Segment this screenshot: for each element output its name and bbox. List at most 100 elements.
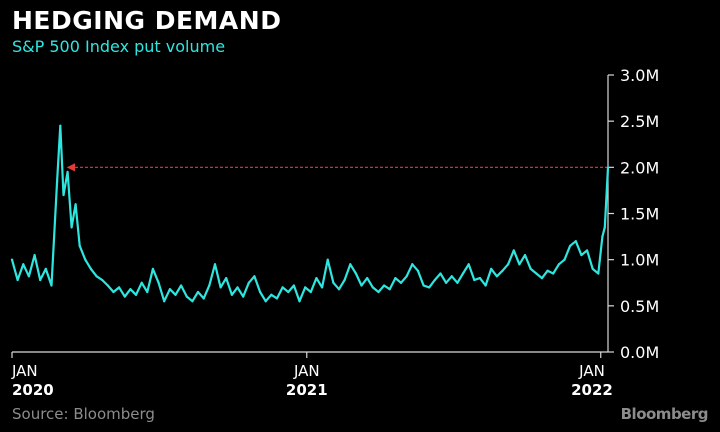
data-point [89,267,93,270]
data-point [44,267,47,270]
data-point [208,284,211,287]
data-point [151,267,155,270]
data-point [456,281,459,284]
y-tick-label: 2.5M [620,112,659,131]
data-point [343,278,346,282]
x-tick-label: JAN [11,362,38,380]
data-point [603,226,606,229]
data-point [597,272,600,275]
data-point [416,269,420,272]
data-point [140,281,143,284]
y-tick-label: 0.0M [620,343,659,362]
data-point [10,258,14,261]
data-point [360,284,363,287]
series-line [10,124,610,303]
data-point [78,244,81,247]
data-point [62,193,65,197]
data-point [270,293,273,296]
data-point [95,275,98,278]
data-point [298,300,301,303]
data-point [490,267,493,270]
y-tick-label: 1.0M [620,251,659,270]
data-point [253,275,256,278]
data-point [405,275,408,278]
series [10,124,610,303]
source-note: Source: Bloomberg [12,405,155,423]
data-point [467,263,470,266]
data-point [591,267,594,270]
data-point [106,284,109,287]
data-point [326,258,329,261]
data-point [309,290,312,294]
data-point [39,278,42,282]
data-point [394,277,397,280]
data-point [225,277,228,280]
data-point [66,170,69,174]
data-point [258,290,262,294]
axes: 0.0M0.5M1.0M1.5M2.0M2.5M3.0MJAN2020JAN20… [11,66,659,399]
data-point [422,284,425,287]
data-point [484,284,487,287]
y-tick-label: 0.5M [620,297,659,316]
data-point [101,278,104,282]
data-point [354,272,358,275]
data-point [123,295,126,298]
data-point [382,284,386,287]
data-point [557,263,560,266]
data-point [552,272,555,275]
data-point [450,275,453,278]
data-point [320,286,324,289]
data-point [180,284,183,287]
data-point [507,263,510,266]
data-point [585,249,589,252]
data-point [377,290,380,294]
data-point [236,286,239,289]
y-tick-label: 1.5M [620,205,659,224]
data-point [473,278,476,282]
data-point [315,277,318,280]
data-point [134,293,138,296]
x-tick-label: 2022 [571,381,613,399]
data-point [74,203,77,206]
data-point [185,295,188,298]
chart-subtitle: S&P 500 Index put volume [12,37,226,56]
data-point [157,281,160,284]
y-tick-label: 3.0M [620,66,659,85]
x-tick-label: 2021 [286,381,328,399]
brand-logo: Bloomberg [620,405,709,423]
data-point [174,293,177,296]
data-point [501,269,504,272]
data-point [535,272,538,275]
data-point [202,297,205,300]
data-point [163,300,166,303]
data-point [33,253,36,257]
chart-title: HEDGING DEMAND [12,6,282,35]
data-point [512,249,515,252]
data-point [478,277,482,280]
data-point [146,290,149,294]
data-point [439,272,442,275]
data-point [304,286,307,289]
data-point [196,290,200,294]
data-point [59,124,62,127]
data-point [337,288,341,291]
data-point [84,258,87,261]
data-point [349,263,352,266]
data-point [70,226,73,229]
data-point [546,269,549,272]
data-point [292,284,295,287]
data-point [445,281,448,284]
data-point [563,258,566,261]
x-tick-label: 2020 [12,381,54,399]
data-point [411,263,414,266]
data-point [287,290,290,294]
data-point [112,290,115,294]
data-point [518,263,521,266]
data-point [569,244,572,247]
data-point [523,253,527,257]
data-point [495,275,498,278]
data-point [213,263,217,266]
data-point [574,240,577,243]
data-point [16,278,19,282]
data-point [230,293,233,296]
